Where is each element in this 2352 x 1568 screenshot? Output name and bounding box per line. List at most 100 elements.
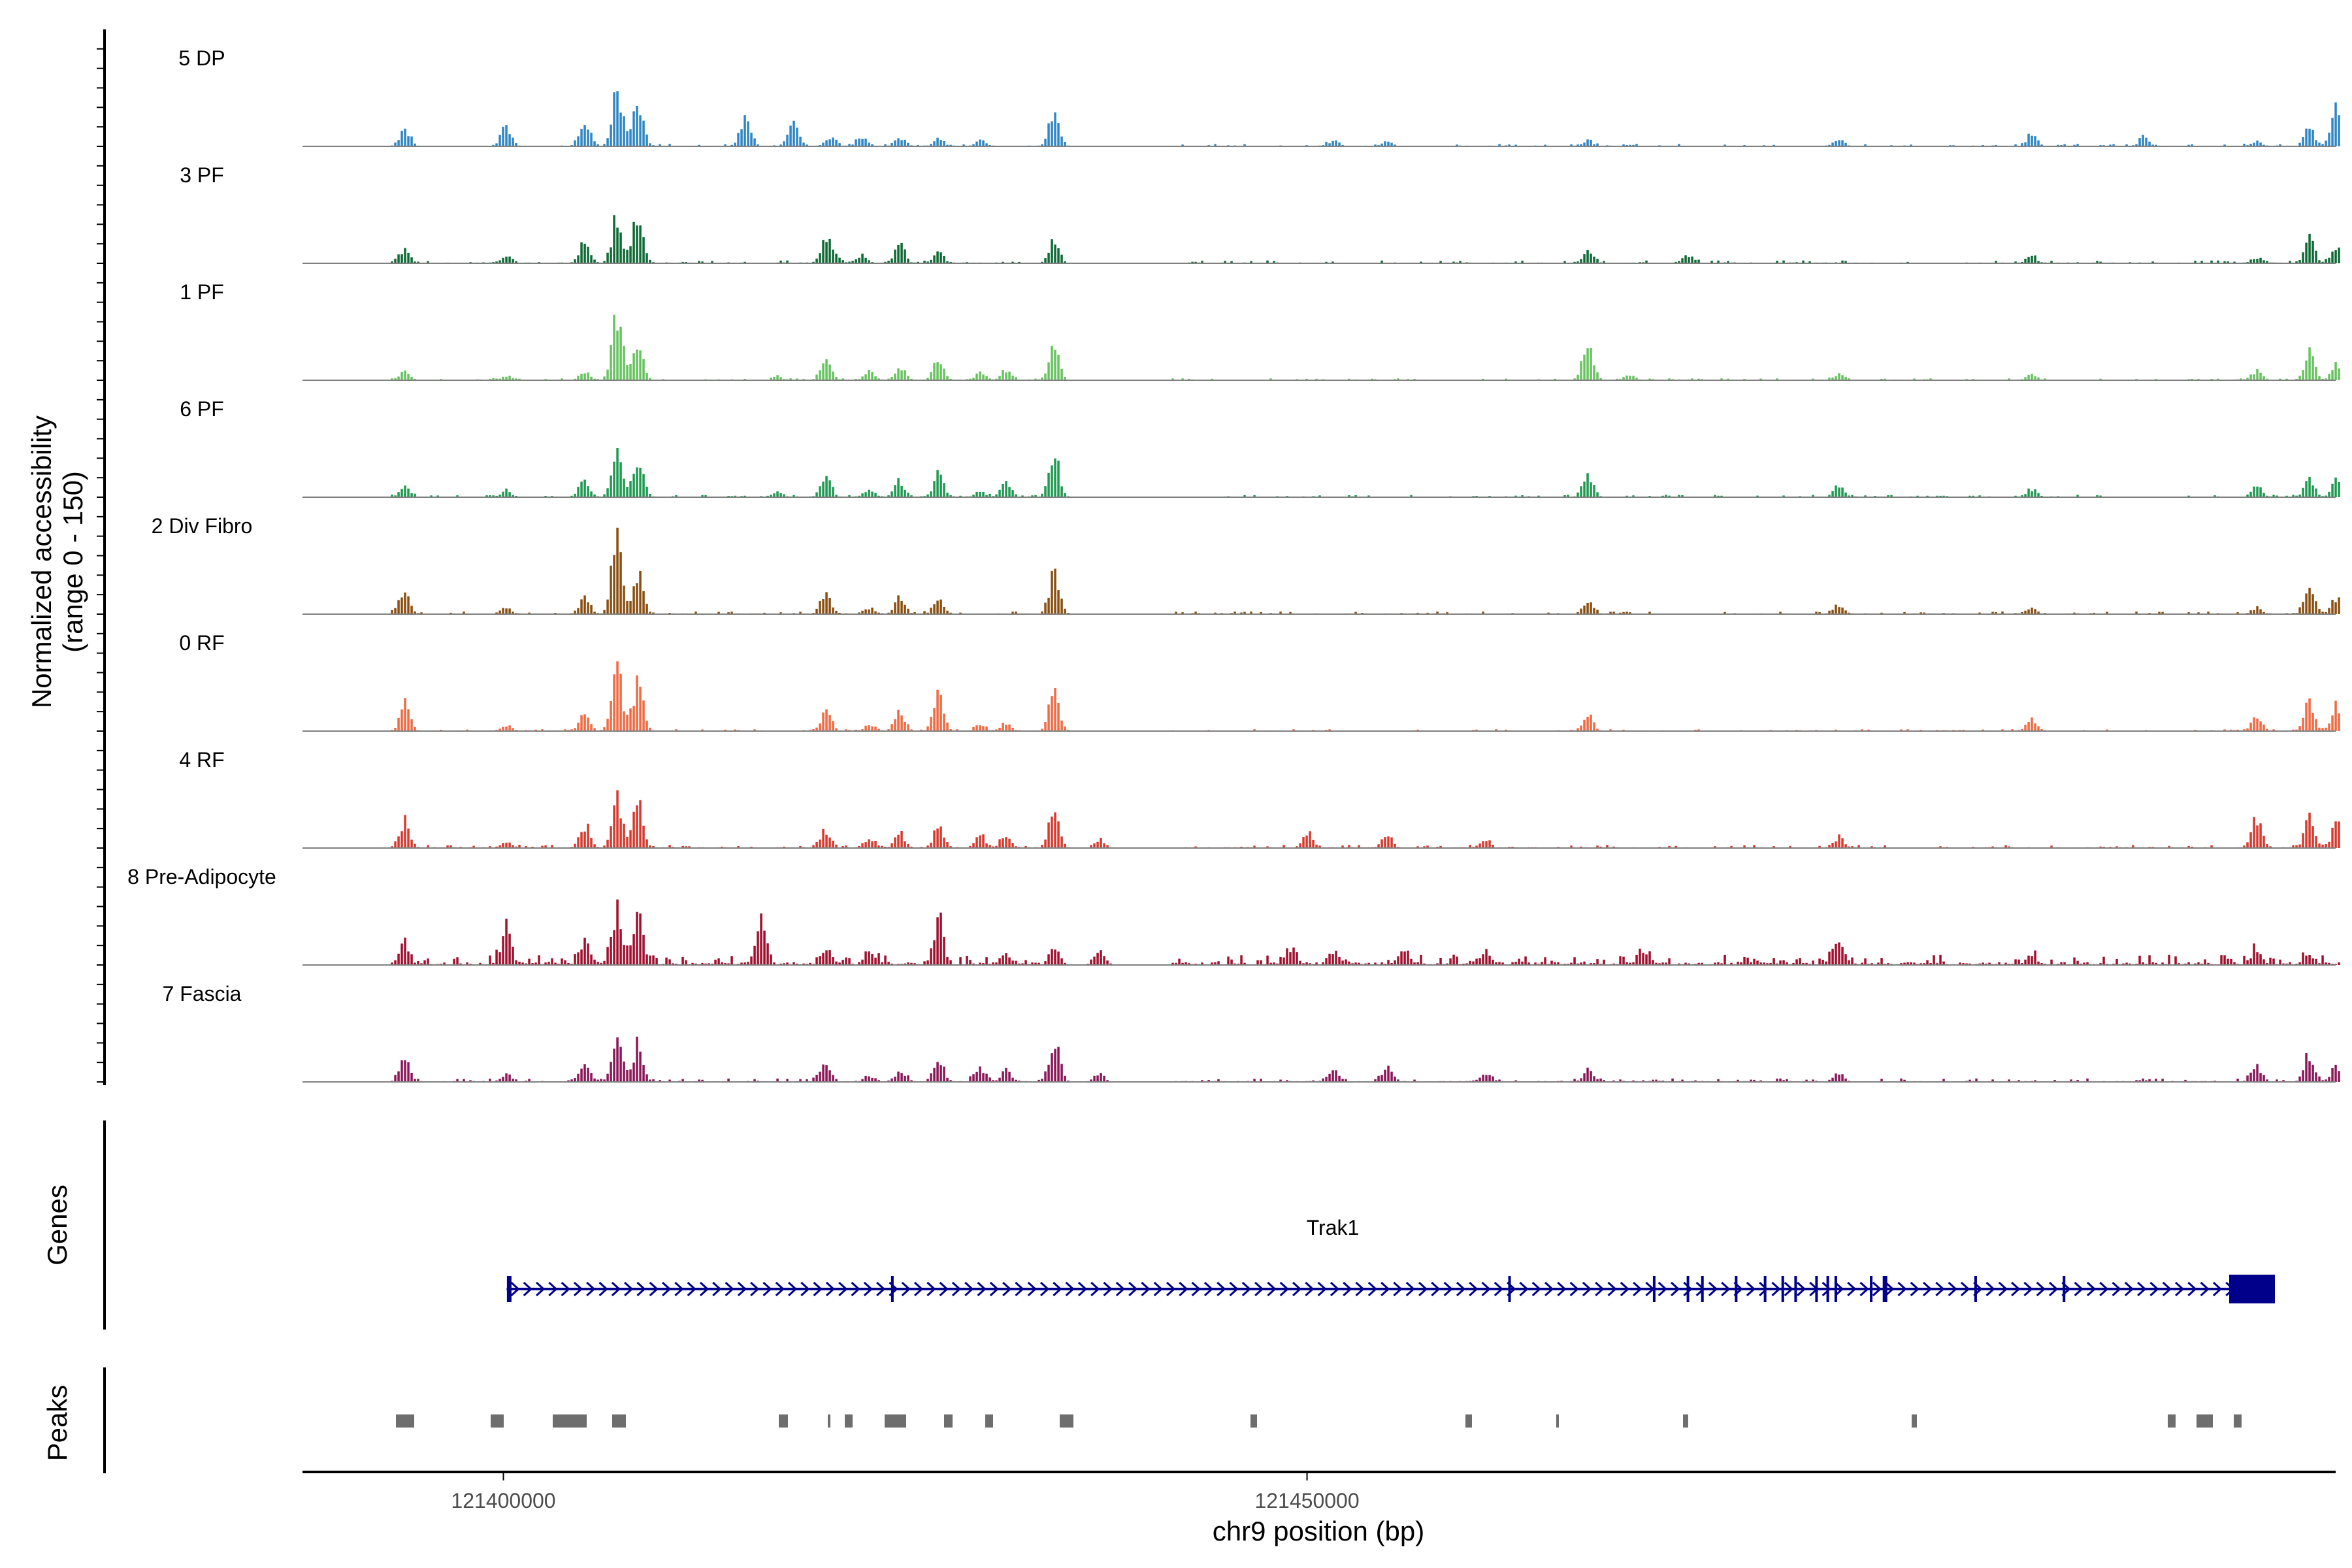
strand-arrow [1582, 1281, 1592, 1297]
peak-region [828, 1414, 830, 1428]
strand-arrow [1305, 1281, 1315, 1297]
gene-track [103, 1120, 2276, 1330]
gene-exon [1815, 1276, 1818, 1302]
strand-arrow [1229, 1281, 1239, 1297]
strand-arrow [1797, 1281, 1806, 1297]
strand-arrow [611, 1281, 621, 1297]
gene-exon [1701, 1276, 1704, 1302]
strand-arrow [1633, 1281, 1642, 1297]
strand-arrow [951, 1281, 962, 1297]
gene-exon [1826, 1276, 1829, 1302]
strand-arrow [1557, 1281, 1567, 1297]
strand-arrow [725, 1281, 734, 1297]
strand-arrow [2212, 1281, 2223, 1297]
strand-arrow [1267, 1281, 1277, 1297]
track-8-pre-adipocyte: 8 Pre-Adipocyte [127, 865, 2341, 966]
strand-arrow [1985, 1281, 1995, 1297]
strand-arrow [1443, 1281, 1453, 1297]
strand-arrow [876, 1281, 886, 1297]
strand-arrow [1658, 1281, 1667, 1297]
strand-arrow [1393, 1281, 1403, 1297]
gene-exon [1974, 1276, 1977, 1302]
strand-arrow [1153, 1281, 1163, 1297]
strand-arrow [1847, 1281, 1857, 1297]
y-axis [97, 29, 106, 1085]
peak-region [985, 1414, 993, 1428]
strand-arrow [1923, 1281, 1933, 1297]
strand-arrow [2086, 1281, 2097, 1297]
strand-arrow [1771, 1281, 1781, 1297]
track-label: 2 Div Fibro [152, 514, 253, 538]
strand-arrow [674, 1281, 684, 1297]
strand-arrow [1317, 1281, 1327, 1297]
peaks-track-label: Peaks [42, 1385, 73, 1462]
strand-arrow [586, 1281, 596, 1297]
strand-arrow [536, 1281, 546, 1297]
peak-region [612, 1414, 626, 1428]
coverage-area [391, 527, 2341, 614]
strand-arrow [1872, 1281, 1882, 1297]
coverage-area [391, 899, 2341, 965]
strand-arrow [1721, 1281, 1731, 1297]
strand-arrow [1330, 1281, 1340, 1297]
gene-exon [1834, 1276, 1837, 1302]
strand-arrow [649, 1281, 659, 1297]
peak-region [1465, 1414, 1472, 1428]
strand-arrow [788, 1281, 798, 1297]
strand-arrow [2049, 1281, 2059, 1297]
gene-exon [890, 1276, 894, 1302]
strand-arrow [825, 1281, 836, 1297]
gene-exon [1652, 1276, 1656, 1302]
gene-exon [1870, 1276, 1873, 1302]
strand-arrow [1481, 1281, 1491, 1297]
track-0-rf: 0 RF [179, 631, 2341, 732]
track-label: 5 DP [178, 46, 225, 70]
strand-arrow [1821, 1281, 1831, 1297]
strand-arrow [2074, 1281, 2083, 1297]
strand-arrow [1569, 1281, 1579, 1297]
coverage-area [391, 661, 2341, 731]
gene-exon [1781, 1276, 1784, 1302]
x-axis-label: chr9 position (bp) [1213, 1516, 1425, 1546]
strand-arrow [1040, 1281, 1050, 1297]
strand-arrow [1519, 1281, 1529, 1297]
strand-arrow [989, 1281, 1000, 1297]
strand-arrow [1607, 1281, 1617, 1297]
coverage-tracks: 5 DP 3 PF 1 PF 6 PF 2 Div Fibro 0 RF 4 RF 8 Pre… [127, 46, 2341, 1083]
strand-arrow [863, 1281, 874, 1297]
track-label: 1 PF [180, 280, 224, 304]
strand-arrow [1027, 1281, 1037, 1297]
strand-arrow [1595, 1281, 1605, 1297]
strand-arrow [737, 1281, 747, 1297]
strand-arrow [1367, 1281, 1378, 1297]
gene-exon [1508, 1276, 1511, 1302]
strand-arrow [1241, 1281, 1252, 1297]
strand-arrow [1910, 1281, 1919, 1297]
strand-arrow [1292, 1281, 1302, 1297]
strand-arrow [1885, 1281, 1895, 1297]
strand-arrow [561, 1281, 570, 1297]
track-label: 4 RF [179, 748, 224, 772]
strand-arrow [800, 1281, 810, 1297]
strand-arrow [1179, 1281, 1188, 1297]
x-axis: 121400000 121450000 [302, 1471, 2336, 1512]
strand-arrow [1141, 1281, 1151, 1297]
strand-arrow [699, 1281, 710, 1297]
coverage-area [391, 91, 2341, 146]
strand-arrow [2162, 1281, 2172, 1297]
strand-arrow [1531, 1281, 1541, 1297]
strand-arrow [1431, 1281, 1441, 1297]
strand-arrow [1948, 1281, 1957, 1297]
strand-arrow [1494, 1281, 1504, 1297]
strand-arrow [1053, 1281, 1062, 1297]
strand-arrow [1405, 1281, 1415, 1297]
strand-arrow [1002, 1281, 1012, 1297]
gene-exon [1735, 1276, 1738, 1302]
strand-arrow [1834, 1281, 1844, 1297]
strand-arrow [1759, 1281, 1769, 1297]
strand-arrow [1746, 1281, 1756, 1297]
coverage-area [391, 215, 2341, 263]
strand-arrow [775, 1281, 785, 1297]
coverage-area [391, 790, 2341, 848]
